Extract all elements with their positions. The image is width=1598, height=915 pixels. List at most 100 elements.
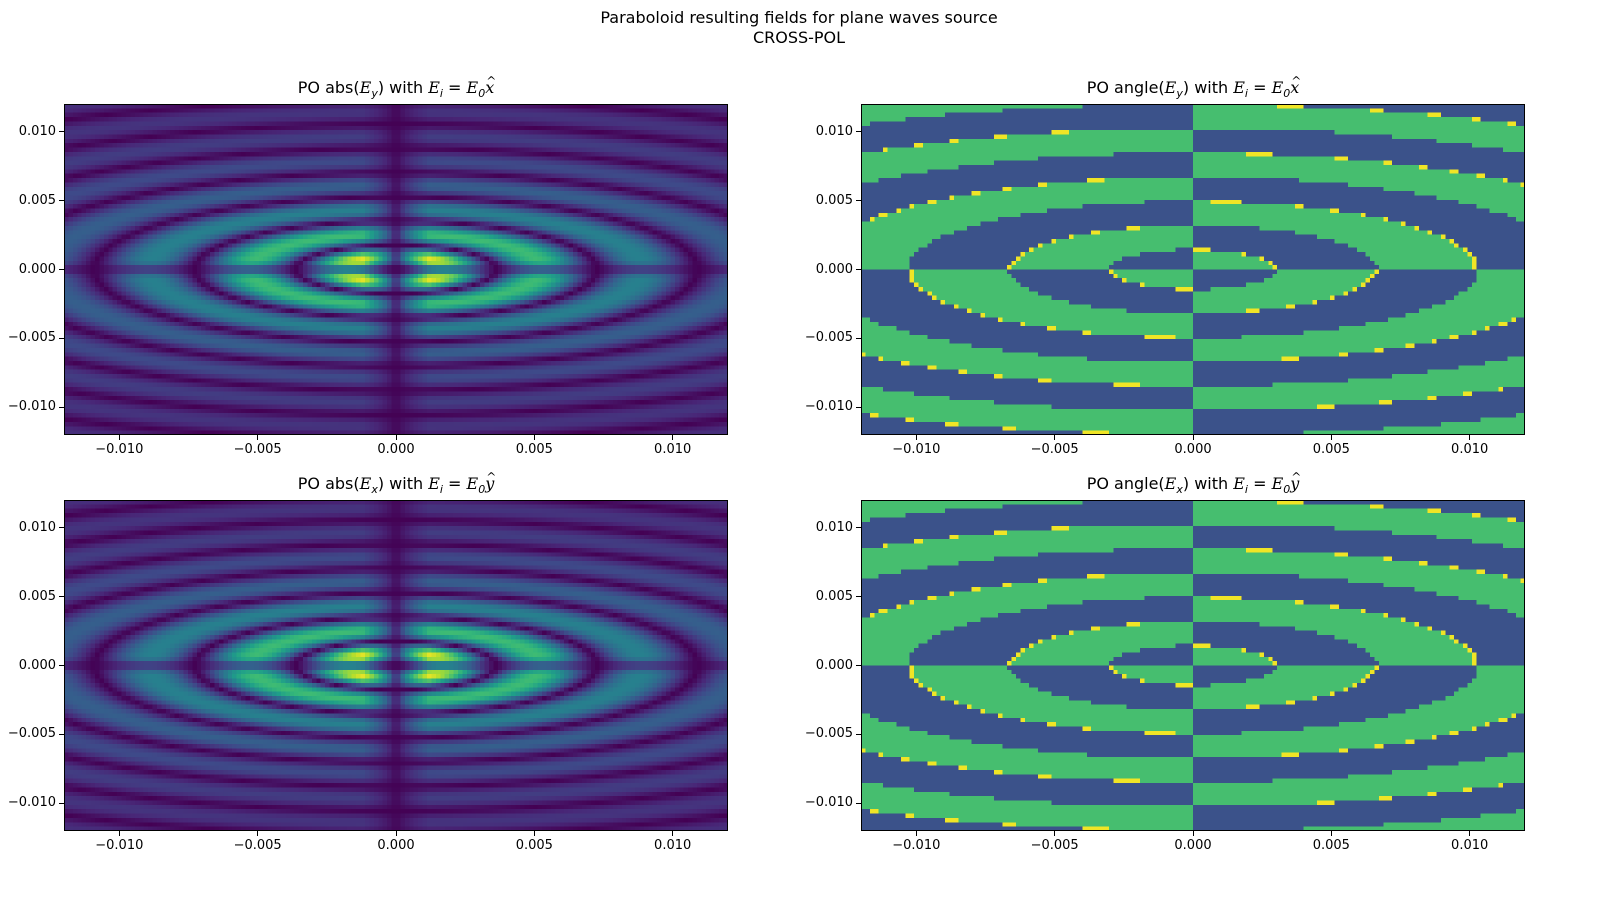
- y-tick-label: −0.005: [7, 330, 56, 346]
- heatmap-image: [861, 500, 1525, 831]
- x-tick-mark: [672, 435, 674, 440]
- title-field-subscript: y: [1176, 87, 1183, 101]
- x-tick-mark: [1469, 435, 1471, 440]
- x-tick-label: 0.005: [1312, 838, 1350, 853]
- y-tick-label: −0.010: [804, 399, 853, 415]
- title-prefix: PO angle(: [1086, 78, 1165, 97]
- title-source-subscript: i: [1244, 87, 1248, 101]
- y-tick-label: 0.005: [815, 192, 853, 208]
- x-tick-mark: [533, 831, 535, 836]
- title-mid: ) with: [377, 78, 429, 97]
- title-field-subscript: x: [1176, 483, 1183, 497]
- x-tick-mark: [672, 831, 674, 836]
- heatmap-image: [64, 104, 728, 435]
- panel-title: PO angle(Ey) with Ei = E0x: [821, 71, 1565, 104]
- panel-title: PO abs(Ex) with Ei = E0y: [24, 467, 768, 500]
- title-unit-vector: x: [1290, 71, 1301, 98]
- title-equals: =: [442, 78, 467, 97]
- title-prefix: PO abs(: [297, 474, 360, 493]
- x-tick-label: 0.005: [1312, 442, 1350, 457]
- y-tick-label: 0.005: [18, 192, 56, 208]
- y-tick-mark: [856, 802, 861, 804]
- x-tick-mark: [1054, 435, 1056, 440]
- title-source-subscript: i: [1244, 483, 1248, 497]
- y-tick-mark: [856, 665, 861, 666]
- y-tick-mark: [59, 406, 64, 408]
- x-tick-mark: [1330, 831, 1332, 836]
- x-tick-label: 0.005: [515, 838, 553, 853]
- y-tick-mark: [856, 269, 861, 270]
- y-tick-mark: [856, 733, 861, 735]
- y-tick-label: 0.005: [815, 588, 853, 604]
- y-tick-mark: [59, 596, 64, 598]
- title-equals: =: [1247, 474, 1272, 493]
- x-tick-mark: [1330, 435, 1332, 440]
- x-tick-mark: [257, 435, 259, 440]
- x-tick-label: 0.010: [654, 838, 692, 853]
- y-tick-mark: [59, 802, 64, 804]
- title-mid: ) with: [1182, 78, 1234, 97]
- y-tick-mark: [856, 337, 861, 339]
- x-tick-label: 0.005: [515, 442, 553, 457]
- x-tick-label: 0.000: [1174, 838, 1212, 853]
- title-equals: =: [442, 474, 467, 493]
- x-tick-label: −0.010: [892, 838, 941, 853]
- title-amplitude: E: [1271, 474, 1284, 493]
- panel-title: PO angle(Ex) with Ei = E0y: [821, 467, 1565, 500]
- title-field: E: [1164, 474, 1177, 493]
- title-amplitude-subscript: 0: [1283, 87, 1291, 101]
- title-mid: ) with: [377, 474, 429, 493]
- y-tick-label: 0.000: [18, 261, 56, 277]
- y-tick-label: 0.010: [815, 519, 853, 535]
- y-tick-mark: [59, 131, 64, 133]
- x-tick-mark: [915, 435, 917, 440]
- x-tick-mark: [1054, 831, 1056, 836]
- title-field: E: [359, 78, 372, 97]
- y-tick-label: 0.000: [815, 657, 853, 673]
- title-prefix: PO angle(: [1086, 474, 1165, 493]
- y-tick-label: −0.005: [804, 726, 853, 742]
- y-tick-label: −0.010: [7, 795, 56, 811]
- y-tick-mark: [856, 596, 861, 598]
- title-unit-vector: x: [485, 71, 496, 98]
- title-field: E: [359, 474, 372, 493]
- heatmap-image: [861, 104, 1525, 435]
- x-tick-label: 0.000: [377, 442, 415, 457]
- x-tick-label: 0.010: [1451, 442, 1489, 457]
- title-amplitude: E: [1271, 78, 1284, 97]
- y-tick-label: −0.010: [804, 795, 853, 811]
- suptitle-line-1: Paraboloid resulting fields for plane wa…: [600, 8, 998, 27]
- title-amplitude-subscript: 0: [1283, 483, 1291, 497]
- x-tick-label: 0.000: [1174, 442, 1212, 457]
- title-field-subscript: x: [371, 483, 378, 497]
- heatmap-image: [64, 500, 728, 831]
- x-tick-mark: [257, 831, 259, 836]
- title-unit-vector: y: [1290, 467, 1301, 494]
- title-source: E: [428, 474, 440, 493]
- x-tick-label: −0.010: [95, 442, 144, 457]
- y-tick-label: 0.005: [18, 588, 56, 604]
- x-tick-mark: [1469, 831, 1471, 836]
- y-tick-mark: [856, 406, 861, 408]
- title-field-subscript: y: [371, 87, 378, 101]
- y-tick-mark: [856, 200, 861, 202]
- x-tick-mark: [1192, 831, 1194, 836]
- title-equals: =: [1247, 78, 1272, 97]
- y-tick-label: 0.000: [815, 261, 853, 277]
- title-source-subscript: i: [439, 87, 443, 101]
- title-source: E: [428, 78, 440, 97]
- y-tick-mark: [59, 269, 64, 270]
- y-tick-mark: [59, 337, 64, 339]
- y-tick-label: 0.010: [815, 123, 853, 139]
- title-field: E: [1164, 78, 1177, 97]
- y-tick-label: 0.010: [18, 519, 56, 535]
- y-tick-mark: [59, 733, 64, 735]
- x-tick-mark: [915, 831, 917, 836]
- title-amplitude-subscript: 0: [478, 483, 486, 497]
- y-tick-label: −0.010: [7, 399, 56, 415]
- title-amplitude-subscript: 0: [478, 87, 486, 101]
- figure-suptitle: Paraboloid resulting fields for plane wa…: [0, 8, 1598, 48]
- x-tick-label: 0.010: [1451, 838, 1489, 853]
- panel-title: PO abs(Ey) with Ei = E0x: [24, 71, 768, 104]
- x-tick-mark: [1192, 435, 1194, 440]
